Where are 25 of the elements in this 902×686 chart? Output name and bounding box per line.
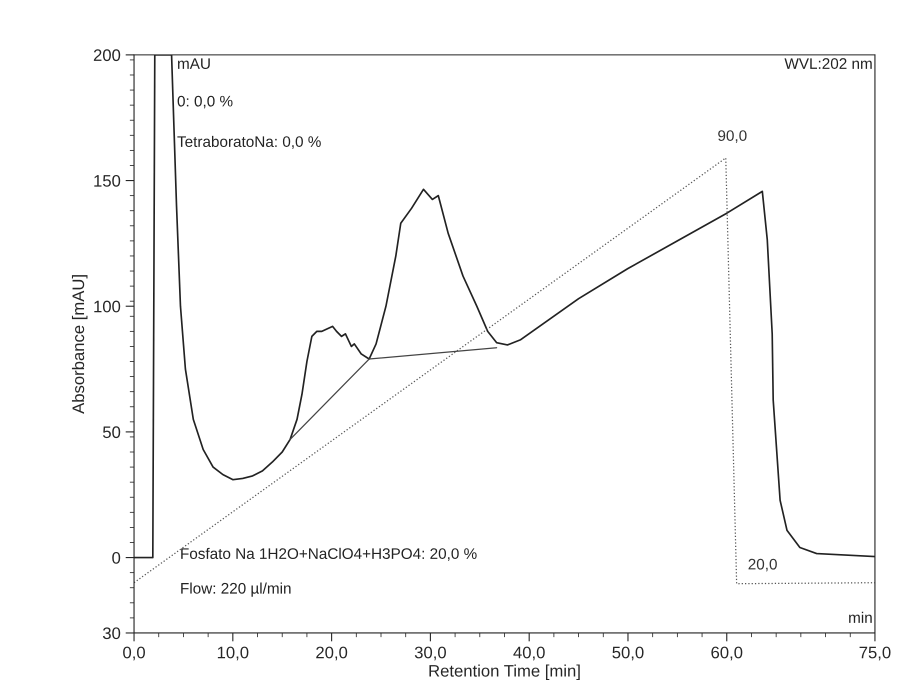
annotation: 0: 0,0 % <box>178 96 233 108</box>
y-tick-label: 0 <box>112 552 120 564</box>
x-axis-title: Retention Time [min] <box>429 664 580 680</box>
x-tick-label: 0,0 <box>123 646 145 660</box>
annotation: 20,0 <box>748 558 777 572</box>
annotation: 90,0 <box>718 130 747 143</box>
annotation: WVL:202 nm <box>784 58 872 69</box>
annotation: Fosfato Na 1H2O+NaClO4+H3PO4: 20,0 % <box>181 548 477 561</box>
x-tick-label: 20,0 <box>316 646 348 660</box>
y-tick-label: 200 <box>94 49 120 62</box>
x-tick-label: 60,0 <box>711 646 742 660</box>
annotation: Flow: 220 µl/min <box>181 582 291 597</box>
y-tick-label: 150 <box>94 174 120 187</box>
annotation: mAU <box>178 58 210 69</box>
x-tick-label: 50,0 <box>612 646 644 660</box>
annotation: TetraboratoNa: 0,0 % <box>177 136 321 149</box>
y-tick-label: 30 <box>102 627 120 640</box>
y-tick-label: 100 <box>94 300 120 312</box>
annotation: min <box>849 612 872 623</box>
x-tick-label: 75,0 <box>860 646 891 660</box>
x-tick-label: 40,0 <box>513 646 545 660</box>
x-tick-label: 10,0 <box>218 646 248 660</box>
x-tick-label: 30,0 <box>414 646 446 660</box>
y-tick-label: 50 <box>102 426 120 438</box>
y-axis-title: Absorbance [mAU] <box>72 275 88 414</box>
